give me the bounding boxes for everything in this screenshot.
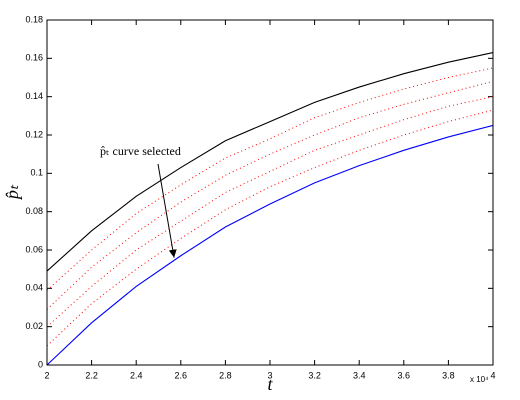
y-tick-label: 0.12 [25,129,43,139]
y-tick-label: 0.08 [25,206,43,216]
line [46,124,494,366]
y-tick-label: 0.14 [25,91,43,101]
y-tick-label: 0.16 [25,53,43,63]
line [46,52,494,272]
x-tick-label: 3.6 [398,370,411,380]
x-tick-label: 2.6 [175,370,188,380]
x-tick-label: 2.4 [130,370,143,380]
annotation-arrow [157,163,177,258]
x-tick-label: 3.2 [308,370,321,380]
x-tick-label: 2.2 [85,370,98,380]
y-tick-label: 0.04 [25,283,43,293]
line [46,96,494,328]
x-tick-label: 3.8 [442,370,455,380]
axes-frame [46,19,494,366]
x-tick-label: 3 [267,370,272,380]
y-tick-label: 0.18 [25,14,43,24]
x-tick-label: 2.8 [219,370,232,380]
y-tick-label: 0 [38,359,43,369]
x-axis-label: t [267,374,273,394]
annotation: p̂ₜ curve selected [100,144,181,158]
y-axis-label: p̂ₜ [2,184,22,201]
x-tick-label: 2 [44,370,49,380]
y-tick-label: 0.02 [25,321,43,331]
x-multiplier: x 10⁴ [470,375,489,384]
y-tick-label: 0.06 [25,244,43,254]
x-tick-label: 3.4 [353,370,366,380]
x-tick-label: 4 [490,370,495,380]
y-tick-label: 0.1 [30,168,43,178]
